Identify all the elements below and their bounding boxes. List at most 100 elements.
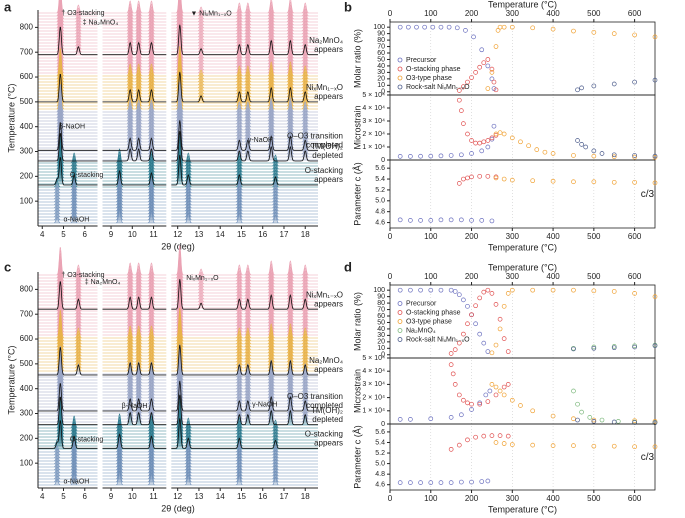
point [458,217,464,223]
trace [38,343,98,372]
trace [171,456,318,468]
trace [171,153,318,185]
subplot-frame [389,423,656,491]
point [456,181,462,186]
trace [171,441,318,453]
y-tick-label: 10 [377,345,385,352]
point [632,153,637,158]
y-tick-label: 50 [377,319,385,326]
trace [38,457,98,471]
point [485,144,491,150]
trace [38,0,98,14]
x-tick-label: 5 [61,492,66,501]
trace [38,337,98,366]
point [487,388,493,394]
y-tick-label: 500 [20,97,34,106]
point [579,142,584,147]
x-tick-label: 600 [628,232,642,241]
trace [38,93,98,122]
trace [38,105,98,134]
y-tick-label: 5.4 [375,176,385,183]
event-trace [38,133,98,162]
point [448,446,454,452]
trace [38,382,98,411]
point [493,132,499,138]
point [408,480,413,485]
point [632,344,637,350]
point [497,326,503,332]
event-label: appears [314,299,343,308]
y-tick-label: 90 [377,293,385,300]
point [428,218,434,223]
y-tick-label: 700 [20,309,34,318]
y-tick-label: 4.6 [375,219,385,226]
y-tick-label: 20 [377,76,385,83]
point [473,321,478,327]
point [489,433,495,438]
trace [38,209,98,221]
event-trace [102,411,167,426]
point [505,291,511,296]
x-tick-label-top: 300 [506,9,520,18]
trace [38,66,98,95]
point [397,24,403,30]
point [530,408,536,414]
trace [38,376,98,405]
trace [171,45,318,77]
x-tick-label-top: 600 [628,272,642,281]
phase-label: β-NaOH [59,124,85,131]
trace [38,9,98,38]
trace [38,256,98,285]
point [501,131,507,137]
x-tick-label: 200 [465,232,479,241]
phase-label: O-stacking [70,172,104,179]
y-tick-label: 200 [20,171,34,180]
trace [171,244,318,276]
trace [171,93,318,125]
trace [171,474,318,486]
y-tick-label: 4.6 [375,482,385,489]
trace [171,147,318,179]
subplot-frame [389,357,656,425]
trace [171,304,318,336]
point [461,397,466,403]
trace [102,262,167,276]
trace [38,346,98,375]
phase-label: † O3-stacking [61,272,104,279]
point [489,66,495,72]
point [479,47,485,53]
x-tick-label: 10 [128,230,137,239]
x-tick-label-top: 400 [546,272,560,281]
trace [171,114,318,146]
legend-label: O3-type phase [406,75,452,82]
y-tick-label: 3 × 10⁴ [362,381,385,388]
event-label: depleted [312,151,343,160]
trace [171,126,318,158]
y-tick-label: 90 [377,30,385,37]
trace [38,51,98,80]
y-axis-title: Parameter c (Å) [352,425,362,489]
trace [102,265,167,279]
trace [38,191,98,203]
event-label: Na₂MnO₄ [309,36,343,45]
trace [171,15,318,47]
trace [171,191,318,203]
trace [38,111,98,140]
trace [171,141,318,173]
trace [171,176,318,188]
trace [38,0,98,20]
point [501,441,507,446]
y-tick-label: 40 [377,63,385,70]
trace [38,150,98,179]
x-tick-label: 16 [258,492,267,501]
point [571,443,576,448]
trace [171,277,318,309]
trace [38,45,98,74]
trace [171,447,318,459]
y-axis-title: Temperature (°C) [6,345,16,414]
point [493,392,499,398]
point [652,343,658,349]
y-tick-label: 400 [20,122,34,131]
trace [38,313,98,342]
point [550,413,556,419]
